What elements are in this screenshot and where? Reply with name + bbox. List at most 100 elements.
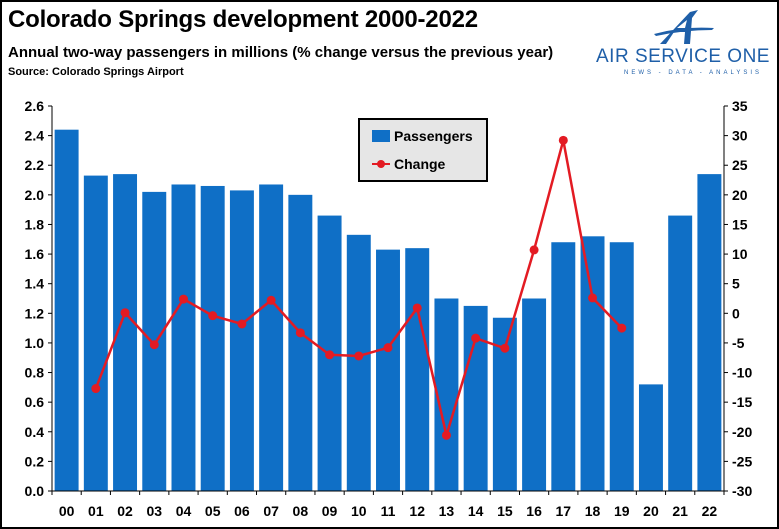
chart-legend: Passengers Change [358,118,488,182]
change-point-16 [529,245,539,255]
change-point-19 [617,323,627,333]
change-point-06 [237,319,247,329]
change-point-04 [178,294,188,304]
y-right-tick-label: -10 [732,365,752,381]
bar-22 [697,174,722,491]
x-tick-label: 19 [614,503,630,519]
change-point-18 [588,293,598,303]
legend-swatch-change [372,158,390,170]
change-point-08 [295,328,305,338]
axes [48,105,728,495]
change-point-14 [471,333,481,343]
y-right-tick-label: 15 [732,216,748,232]
y-left-tick-label: 1.4 [25,276,45,292]
x-tick-label: 11 [381,503,396,519]
tick-labels: 0.0 0.2 0.4 0.6 0.8 1.0 1.2 1.4 1.6 1.8 2.0 2.2 2.4 2… [25,98,753,519]
air-service-one-logo: AIR SERVICE ONE NEWS - DATA - ANALYSIS [594,8,774,78]
y-right-tick-label: -30 [732,483,752,499]
chart-source: Source: Colorado Springs Airport [8,66,184,78]
x-tick-label: 02 [117,503,133,519]
y-right-tick-label: 0 [732,305,740,321]
bar-19 [609,242,634,491]
y-left-tick-label: 0.8 [25,365,45,381]
bar-02 [113,174,138,491]
change-point-05 [208,311,218,321]
y-left-tick-label: 0.6 [25,394,45,410]
bar-18 [580,236,605,491]
chart-subtitle: Annual two-way passengers in millions (%… [8,44,554,61]
change-point-17 [558,135,568,145]
change-point-10 [354,351,364,361]
bar-21 [668,215,693,492]
x-tick-label: 12 [409,503,425,519]
change-point-02 [120,308,130,318]
x-tick-label: 08 [293,503,309,519]
x-tick-label: 13 [439,503,455,519]
stylized-a-plane-icon [654,10,714,44]
x-tick-label: 21 [672,503,688,519]
bar-01 [83,175,108,491]
y-right-tick-label: -15 [732,394,752,410]
y-left-tick-label: 2.2 [25,157,45,173]
x-tick-label: 05 [205,503,221,519]
change-point-01 [91,384,101,394]
bar-14 [463,305,488,491]
bar-17 [551,242,576,491]
x-tick-label: 17 [556,503,572,519]
change-point-12 [412,303,422,313]
y-left-tick-label: 2.0 [25,187,45,203]
x-tick-label: 04 [176,503,192,519]
bar-15 [492,317,517,491]
logo-name: AIR SERVICE ONE [596,46,770,67]
change-point-09 [325,350,335,360]
y-left-tick-label: 0.4 [25,424,45,440]
y-right-tick-label: -5 [732,335,745,351]
bar-07 [259,184,284,491]
bar-20 [638,384,663,491]
legend-label-change: Change [394,156,446,172]
change-line [91,135,627,441]
logo-tagline: NEWS - DATA - ANALYSIS [624,70,763,76]
y-left-tick-label: 1.0 [25,335,45,351]
y-left-tick-label: 0.0 [25,483,45,499]
y-right-tick-label: 10 [732,246,748,262]
legend-swatch-passengers [372,130,390,142]
bar-11 [376,249,400,491]
bar-04 [171,184,196,491]
x-tick-label: 10 [351,503,367,519]
y-left-tick-label: 1.6 [25,246,45,262]
x-tick-label: 20 [643,503,659,519]
bar-05 [200,185,225,491]
bar-16 [522,298,547,491]
y-right-tick-label: 25 [732,157,748,173]
x-tick-label: 22 [702,503,718,519]
x-tick-label: 01 [88,503,104,519]
x-tick-label: 00 [59,503,75,519]
change-point-13 [441,430,451,440]
legend-label-passengers: Passengers [394,128,473,144]
bar-10 [346,234,371,492]
y-right-tick-label: -20 [732,424,752,440]
y-right-tick-label: 20 [732,187,748,203]
y-right-tick-label: 5 [732,276,740,292]
bar-08 [288,194,313,491]
bar-06 [229,190,254,491]
legend-item-passengers: Passengers [372,126,473,146]
y-left-tick-label: 1.8 [25,216,45,232]
x-tick-label: 16 [526,503,542,519]
y-left-tick-label: 0.2 [25,453,45,469]
x-tick-label: 07 [263,503,279,519]
change-point-15 [500,343,510,353]
x-tick-label: 15 [497,503,513,519]
y-left-tick-label: 1.2 [25,305,45,321]
x-tick-label: 09 [322,503,338,519]
x-tick-label: 03 [146,503,162,519]
change-point-03 [149,340,159,350]
chart-title: Colorado Springs development 2000-2022 [8,6,478,33]
legend-item-change: Change [372,154,445,174]
change-point-07 [266,295,276,305]
passenger-bars [54,129,722,492]
y-left-tick-label: 2.6 [25,98,45,114]
